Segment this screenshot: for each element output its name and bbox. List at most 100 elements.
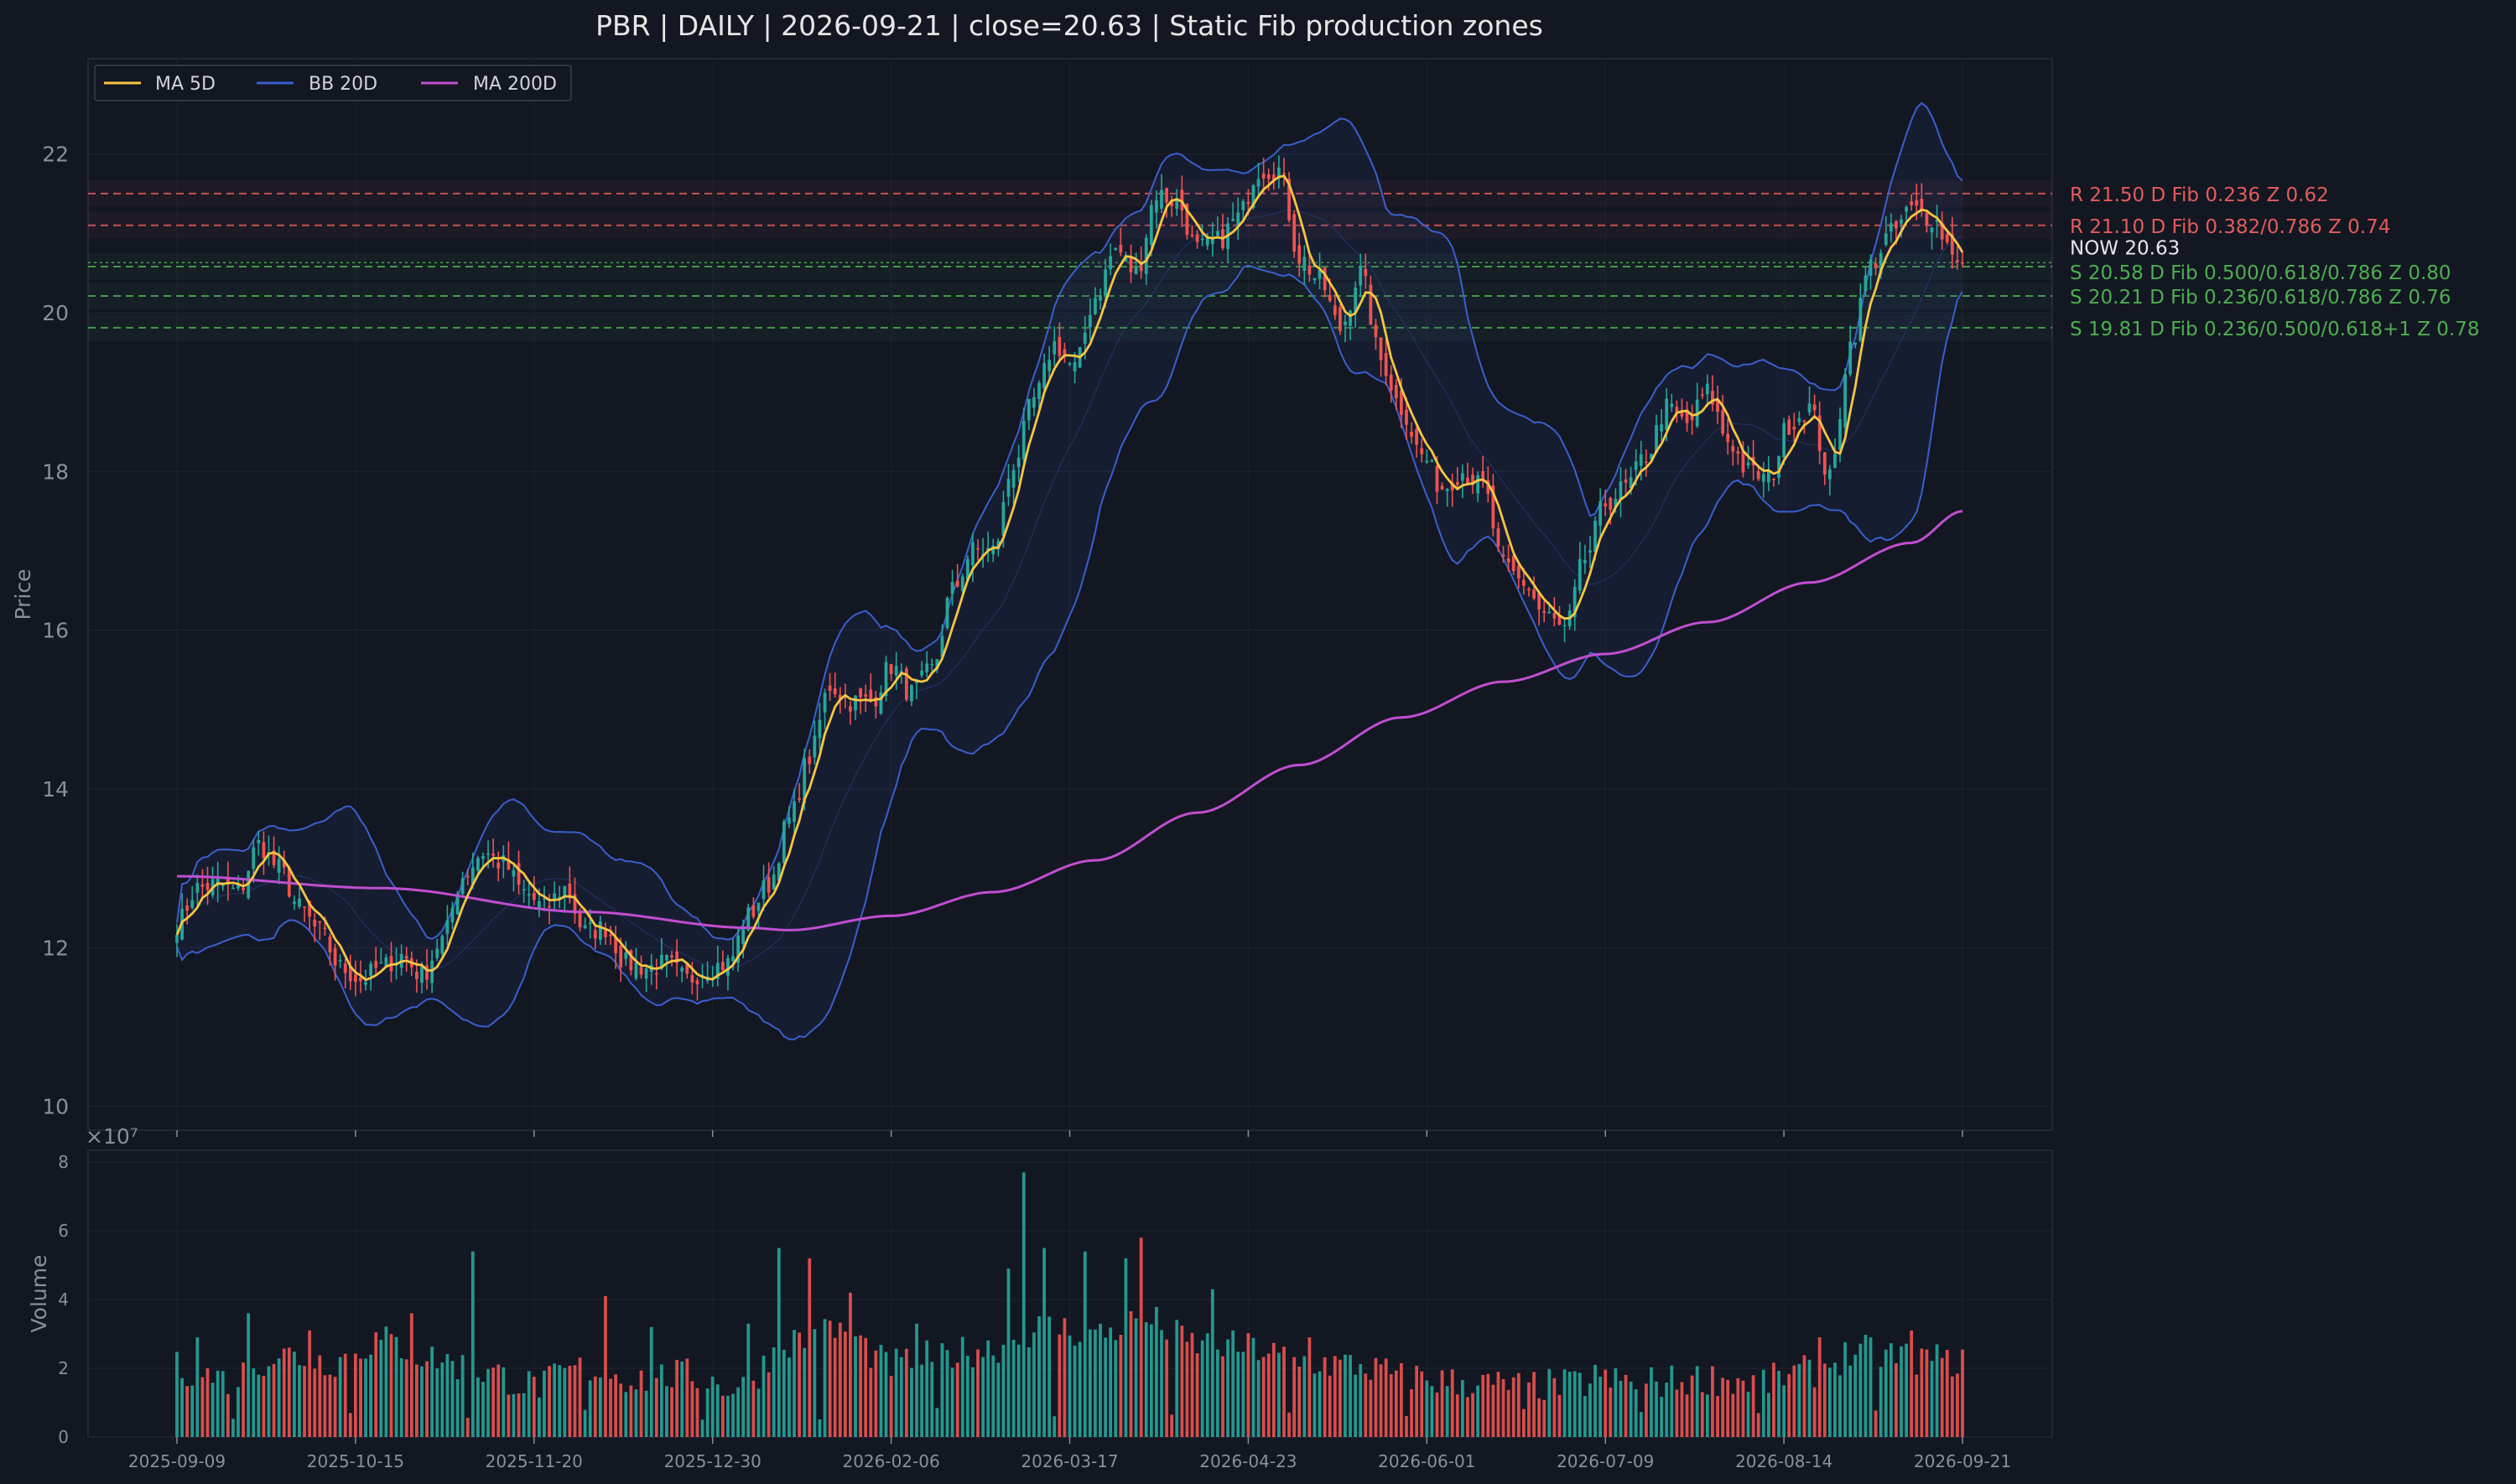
candle-125 xyxy=(813,720,817,765)
price-tick-18: 18 xyxy=(42,459,69,484)
price-tick-20: 20 xyxy=(42,301,69,325)
volume-bar-227 xyxy=(1333,1356,1337,1437)
volume-bar-166 xyxy=(1021,1172,1026,1437)
candle-141 xyxy=(894,651,898,690)
candle-68 xyxy=(522,880,526,903)
candle-body-0 xyxy=(175,935,179,943)
volume-bar-135 xyxy=(864,1337,868,1437)
volume-bar-103 xyxy=(700,1419,704,1437)
volume-bar-134 xyxy=(859,1335,862,1437)
candle-315 xyxy=(1782,418,1786,465)
volume-bar-349 xyxy=(1956,1373,1959,1437)
candle-325 xyxy=(1833,438,1837,469)
candle-body-67 xyxy=(517,863,521,885)
candle-132 xyxy=(849,701,852,725)
candle-203 xyxy=(1210,222,1214,257)
candle-183 xyxy=(1109,243,1113,276)
candle-body-302 xyxy=(1716,399,1719,413)
volume-bar-19 xyxy=(272,1363,276,1437)
candle-body-157 xyxy=(976,547,980,550)
candle-89 xyxy=(629,949,633,976)
candle-body-69 xyxy=(527,894,531,896)
volume-bar-311 xyxy=(1761,1369,1765,1437)
candle-body-239 xyxy=(1394,384,1398,398)
candle-body-28 xyxy=(318,921,322,923)
candle-body-289 xyxy=(1650,454,1653,459)
candle-87 xyxy=(619,937,623,983)
volume-bar-66 xyxy=(512,1393,516,1437)
candle-body-287 xyxy=(1639,454,1643,466)
candle-340 xyxy=(1910,194,1914,211)
candle-body-285 xyxy=(1629,476,1633,489)
candle-body-101 xyxy=(690,975,694,983)
candle-290 xyxy=(1655,414,1658,454)
volume-bar-163 xyxy=(1006,1269,1011,1437)
volume-bar-314 xyxy=(1777,1371,1780,1437)
volume-bar-283 xyxy=(1619,1380,1623,1437)
candle-body-220 xyxy=(1297,245,1302,264)
volume-bar-131 xyxy=(843,1331,847,1437)
volume-bar-43 xyxy=(394,1336,398,1437)
volume-bar-88 xyxy=(624,1392,628,1437)
candle-body-169 xyxy=(1037,382,1041,399)
volume-bar-85 xyxy=(609,1378,612,1437)
volume-bar-32 xyxy=(338,1357,342,1437)
candle-199 xyxy=(1190,225,1194,238)
candle-body-184 xyxy=(1114,247,1118,251)
candle-192 xyxy=(1155,190,1158,229)
candle-151 xyxy=(945,596,949,630)
candle-body-165 xyxy=(1016,457,1021,468)
candle-194 xyxy=(1165,187,1168,218)
volume-bar-68 xyxy=(522,1393,526,1437)
volume-bar-50 xyxy=(430,1346,434,1437)
candle-body-254 xyxy=(1471,475,1474,485)
candle-body-23 xyxy=(293,901,296,905)
candle-119 xyxy=(782,819,786,868)
candle-body-30 xyxy=(328,936,332,953)
volume-bar-60 xyxy=(481,1382,485,1437)
volume-bar-100 xyxy=(685,1358,689,1437)
volume-bar-192 xyxy=(1155,1306,1158,1437)
candle-188 xyxy=(1134,252,1138,275)
candle-157 xyxy=(976,539,980,561)
candle-body-33 xyxy=(343,963,347,973)
volume-bar-6 xyxy=(205,1368,210,1437)
volume-bar-197 xyxy=(1180,1326,1184,1437)
volume-bar-65 xyxy=(507,1394,511,1437)
volume-bar-89 xyxy=(629,1385,633,1437)
volume-bar-230 xyxy=(1349,1355,1352,1437)
candle-body-194 xyxy=(1165,188,1168,203)
candle-body-102 xyxy=(695,980,699,985)
volume-bar-347 xyxy=(1945,1350,1949,1437)
candle-25 xyxy=(303,906,306,922)
candle-body-228 xyxy=(1339,307,1342,331)
candle-body-175 xyxy=(1068,363,1072,365)
candle-body-41 xyxy=(384,957,388,968)
volume-bar-14 xyxy=(247,1313,251,1437)
candle-88 xyxy=(624,941,628,967)
candle-223 xyxy=(1313,278,1317,285)
candle-body-201 xyxy=(1200,238,1204,241)
candle-97 xyxy=(670,950,673,967)
candle-body-251 xyxy=(1455,481,1459,485)
volume-bar-268 xyxy=(1542,1399,1547,1437)
volume-bar-63 xyxy=(496,1364,501,1437)
candle-168 xyxy=(1032,387,1036,417)
candle-5 xyxy=(200,869,205,901)
volume-bar-250 xyxy=(1450,1369,1454,1437)
volume-bar-139 xyxy=(884,1352,888,1437)
candle-body-226 xyxy=(1328,295,1332,301)
candle-108 xyxy=(726,954,730,991)
candle-body-119 xyxy=(782,821,786,864)
candle-body-98 xyxy=(675,951,679,963)
volume-bar-155 xyxy=(965,1356,969,1437)
candle-body-343 xyxy=(1925,212,1929,226)
candle-body-249 xyxy=(1445,489,1449,491)
candle-body-78 xyxy=(573,894,577,914)
volume-bar-123 xyxy=(803,1347,807,1437)
volume-bar-74 xyxy=(553,1363,557,1437)
candle-163 xyxy=(1006,464,1011,506)
candle-302 xyxy=(1716,385,1719,424)
candle-265 xyxy=(1527,587,1531,597)
candle-body-319 xyxy=(1802,420,1806,423)
